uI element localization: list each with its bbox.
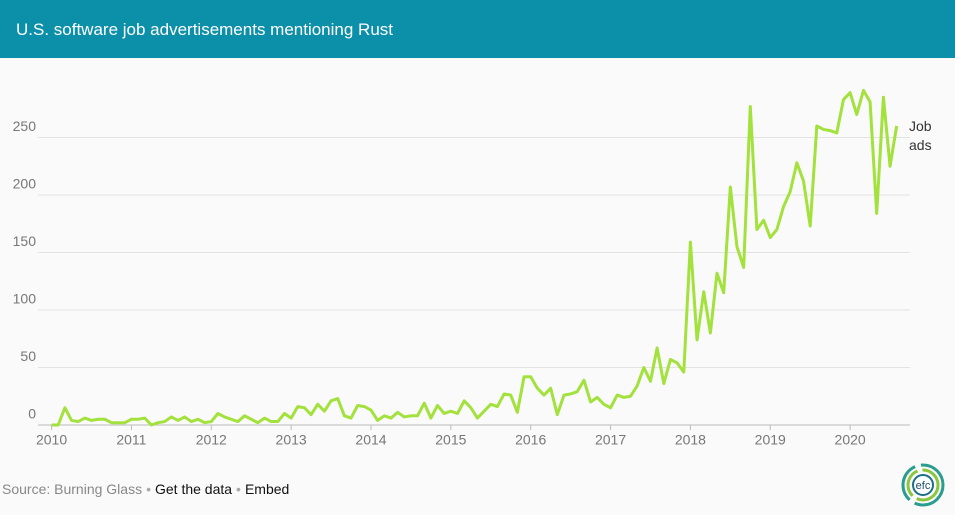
- x-tick-label: 2019: [755, 432, 786, 448]
- data-line: [51, 88, 899, 427]
- y-tick-label: 50: [20, 348, 36, 364]
- x-tick-label: 2016: [515, 432, 546, 448]
- series-label: Job ads: [909, 118, 932, 153]
- link[interactable]: Get the data: [154, 481, 233, 497]
- logo-ring: [912, 474, 934, 496]
- y-tick-label: 150: [13, 233, 37, 249]
- source: Source: Burning Glass: [2, 481, 143, 497]
- x-tick-label: 2013: [276, 432, 307, 448]
- x-tick-label: 2017: [595, 432, 626, 448]
- x-tick-label: 2011: [116, 432, 146, 448]
- x-tick-label: 2010: [36, 432, 67, 448]
- chart: 0 50 100 150 200 250 2010 2011 2012 2013 2014 2015 2…: [13, 88, 910, 448]
- separator: •: [236, 481, 241, 497]
- x-tick-label: 2014: [355, 432, 386, 448]
- y-tick-label: 250: [13, 118, 37, 134]
- y-tick-label: 200: [13, 176, 37, 192]
- x-tick-label: 2012: [196, 432, 227, 448]
- y-tick-label: 0: [28, 406, 36, 422]
- footer: Source: Burning Glass • Get the data • Embed: [2, 481, 289, 497]
- header: U.S. software job advertisements mention…: [0, 0, 955, 58]
- logo-ring: [901, 463, 945, 507]
- logo: efc: [901, 463, 945, 507]
- link[interactable]: Embed: [244, 481, 290, 497]
- chart-title: U.S. software job advertisements mention…: [16, 20, 394, 39]
- x-tick-label: 2018: [675, 432, 706, 448]
- logo-ring: [906, 468, 940, 502]
- separator: •: [146, 481, 151, 497]
- x-tick-label: 2020: [835, 432, 866, 448]
- x-tick-label: 2015: [435, 432, 466, 448]
- y-tick-label: 100: [13, 291, 37, 307]
- logo-text: efc: [916, 480, 931, 492]
